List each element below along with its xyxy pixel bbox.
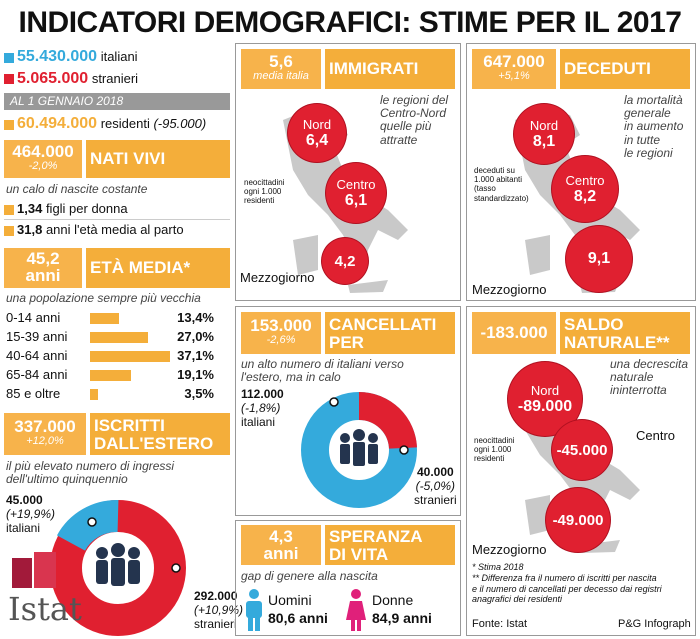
blue-square-icon: [4, 52, 14, 63]
iscritti-donut: [50, 500, 186, 636]
age-row: 0-14 anni 13,4%: [6, 310, 214, 325]
nati-label: NATI VIVI: [86, 140, 230, 178]
cancellati-value-box: 153.000 -2,6%: [241, 312, 321, 354]
age-label: 0-14 anni: [6, 310, 61, 325]
saldo-label: SALDO NATURALE**: [560, 312, 690, 354]
iscritti-caption: il più elevato numero di ingressi dell'ul…: [6, 459, 175, 487]
age-pct: 3,5%: [184, 386, 214, 401]
age-pct: 37,1%: [177, 348, 214, 363]
credit: P&G Infograph: [618, 618, 691, 630]
speranza-label: SPERANZA DI VITA: [325, 525, 455, 565]
nati-value-box: 464.000 -2,0%: [4, 140, 82, 178]
page-title: INDICATORI DEMOGRAFICI: STIME PER IL 201…: [18, 6, 682, 39]
women-value: 84,9 anni: [372, 610, 432, 626]
istat-logo-text: Istat: [8, 590, 82, 628]
cancellati-label: CANCELLATI PER L'ESTERO: [325, 312, 455, 369]
nati-caption: un calo di nascite costante: [6, 182, 148, 196]
deceduti-note: deceduti su 1.000 abitanti (tasso standardi…: [474, 166, 529, 203]
age-row: 40-64 anni 37,1%: [6, 348, 214, 363]
sud-circle: 4,2: [322, 238, 368, 284]
speranza-caption: gap di genere alla nascita: [241, 569, 378, 583]
age-bar: [90, 370, 132, 381]
cancellati-stranieri: 40.000 (-5,0%) stranieri: [414, 465, 457, 507]
saldo-panel: [466, 306, 696, 636]
age-label: 65-84 anni: [6, 367, 68, 382]
iscritti-italiani: 45.000 (+19,9%) italiani: [6, 493, 56, 535]
footnotes: * Stima 2018 ** Differenza fra il numero …: [472, 562, 662, 605]
age-row: 65-84 anni 19,1%: [6, 367, 214, 382]
immigrati-panel: [235, 43, 461, 301]
cancellati-panel: [235, 306, 461, 516]
age-pct: 13,4%: [177, 310, 214, 325]
age-bar: [90, 313, 119, 324]
eta-parto-row: 31,8 anni l'età media al parto: [4, 221, 184, 239]
cancellati-donut: [301, 391, 417, 508]
women-label: Donne: [372, 592, 414, 608]
age-pct: 19,1%: [177, 367, 214, 382]
immigrati-value-box: 5,6 media italia: [241, 49, 321, 89]
mezzogiorno-label: Mezzogiorno: [472, 282, 547, 297]
mezzogiorno-label: Mezzogiorno: [240, 270, 315, 285]
speranza-panel: [235, 520, 461, 636]
age-bar: [90, 332, 149, 343]
centro-circle: -45.000: [552, 420, 612, 480]
immigrati-label: IMMIGRATI: [325, 49, 455, 89]
residenti-row: 60.494.000 residenti (-95.000): [4, 113, 234, 135]
source: Fonte: Istat: [472, 618, 528, 630]
istat-logo: [12, 548, 60, 590]
gold-square-icon: [4, 204, 14, 215]
age-bar: [90, 389, 98, 400]
centro-label: Centro: [636, 428, 676, 443]
saldo-note: neocittadini ogni 1.000 residenti: [474, 436, 515, 464]
centro-circle: Centro 6,1: [326, 163, 386, 223]
age-label: 15-39 anni: [6, 329, 68, 344]
cancellati-italiani: 112.000 (-1,8%) italiani: [241, 387, 284, 429]
gold-square-icon: [4, 225, 14, 236]
immigrati-caption: le regioni del Centro-Nord quelle più attra…: [380, 93, 449, 147]
man-icon: [246, 589, 262, 631]
mezzogiorno-label: Mezzogiorno: [472, 542, 547, 557]
figli-row: 1,34 figli per donna: [4, 200, 128, 218]
nord-circle: Nord 8,1: [514, 104, 574, 164]
age-bar: [90, 351, 170, 362]
age-pct: 27,0%: [177, 329, 214, 344]
deceduti-caption: la mortalità generale in aumento in tutte le…: [624, 93, 684, 160]
iscritti-label: ISCRITTI DALL'ESTERO: [90, 413, 230, 455]
centro-circle: Centro 8,2: [552, 156, 618, 222]
iscritti-stranieri: 292.000 (+10,9%) stranieri: [194, 589, 244, 631]
age-distribution: 0-14 anni 13,4% 15-39 anni 27,0% 40-64 anni 3…: [0, 310, 230, 410]
nord-circle: Nord 6,4: [288, 104, 346, 162]
eta-value-box: 45,2 anni: [4, 248, 82, 288]
woman-icon: [346, 589, 366, 631]
saldo-value-box: -183.000: [472, 312, 556, 354]
eta-label: ETÀ MEDIA*: [86, 248, 230, 288]
stranieri-row: 5.065.000 stranieri: [4, 68, 230, 90]
eta-caption: una popolazione sempre più vecchia: [6, 291, 201, 305]
deceduti-label: DECEDUTI: [560, 49, 690, 89]
men-value: 80,6 anni: [268, 610, 328, 626]
deceduti-panel: [466, 43, 696, 301]
sud-circle: -49.000: [546, 488, 610, 552]
cancellati-caption: un alto numero di italiani verso l'estero…: [241, 357, 404, 385]
speranza-value-box: 4,3 anni: [241, 525, 321, 565]
age-label: 85 e oltre: [6, 386, 61, 401]
age-row: 15-39 anni 27,0%: [6, 329, 214, 344]
italiani-row: 55.430.000 italiani: [4, 46, 230, 68]
deceduti-value-box: 647.000 +5,1%: [472, 49, 556, 89]
men-label: Uomini: [268, 592, 312, 608]
saldo-caption: una decrescita naturale ininterrotta: [610, 357, 689, 398]
gold-square-icon: [4, 119, 14, 130]
people-icon: [96, 543, 140, 586]
people-icon: [340, 429, 378, 466]
iscritti-value-box: 337.000 +12,0%: [4, 413, 86, 455]
age-row: 85 e oltre 3,5%: [6, 386, 214, 401]
sud-circle: 9,1: [566, 226, 632, 292]
age-label: 40-64 anni: [6, 348, 68, 363]
immigrati-note: neocittadini ogni 1.000 residenti: [244, 178, 285, 206]
red-square-icon: [4, 74, 14, 85]
date-banner: AL 1 GENNAIO 2018: [4, 93, 230, 110]
